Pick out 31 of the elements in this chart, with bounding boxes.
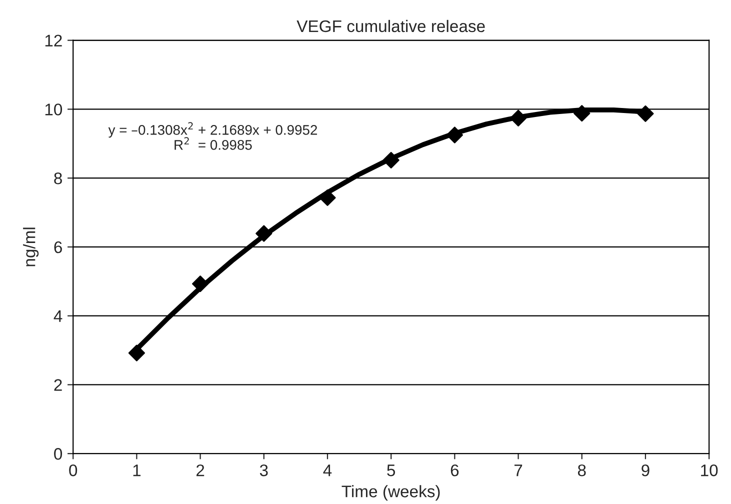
point (510, 110, 527, 126)
point (128, 344, 145, 362)
y-tick-label: 4 (54, 310, 62, 322)
x-axis-title: Time (weeks) (342, 485, 440, 501)
point (319, 189, 336, 206)
y-tick-label: 10 (45, 104, 62, 116)
x-tick-label: 0 (69, 464, 78, 476)
y-tick-label: 2 (54, 379, 62, 391)
point (446, 126, 463, 144)
x-tick-label: 4 (323, 464, 332, 476)
y-tick-label: 6 (54, 241, 62, 254)
annotation: y = –0.1308x$^{2}$ + 2.1689x + 0.9952 R$^{2}$ = 0.9985 (108, 122, 317, 150)
y-tick-label: 0 (54, 448, 62, 460)
chart-title: VEGF cumulative release (296, 20, 485, 32)
point (637, 105, 654, 122)
x-tick-label: 9 (642, 464, 650, 476)
x-tick-label: 1 (133, 464, 141, 476)
y-tick-label: 8 (54, 172, 62, 184)
x-tick-label: 2 (196, 464, 204, 476)
x-tick-label: 5 (387, 464, 396, 476)
x-tick-label: 7 (514, 464, 522, 476)
x-tick-label: 10 (701, 464, 718, 476)
x-tick-label: 3 (260, 464, 268, 476)
y-axis-title: ng/ml (23, 228, 39, 266)
point (574, 105, 590, 122)
y-tick-label: 12 (45, 34, 62, 46)
point (256, 225, 272, 242)
x-tick-label: 8 (578, 464, 586, 476)
x-tick-label: 6 (450, 464, 459, 476)
point (382, 152, 400, 168)
point (192, 276, 209, 292)
